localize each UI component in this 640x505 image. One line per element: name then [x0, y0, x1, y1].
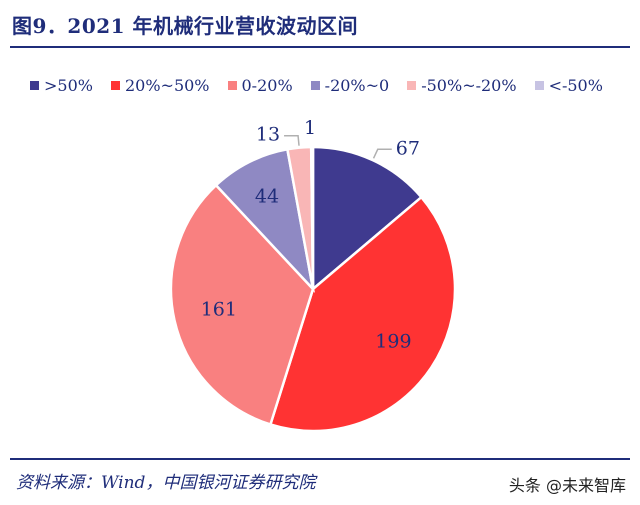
- pie-slices: [169, 145, 457, 433]
- legend-swatch: [227, 81, 237, 90]
- pie-slice: [214, 147, 315, 293]
- legend-swatch: [534, 81, 544, 90]
- legend-swatch: [407, 81, 417, 90]
- data-label: 44: [255, 186, 279, 208]
- pie-slice: [309, 145, 315, 290]
- data-label: 1: [304, 117, 316, 139]
- legend-label: 20%~50%: [124, 76, 210, 95]
- pie-slice: [311, 145, 424, 292]
- legend-item: -20%~0: [310, 76, 390, 95]
- data-label: 13: [256, 124, 280, 146]
- pie-slice: [169, 183, 315, 427]
- legend-swatch: [30, 81, 39, 90]
- slice-labels: 67 199 161 44 13 1: [201, 117, 420, 352]
- legend-item: 0-20%: [227, 76, 293, 95]
- legend-item: <-50%: [534, 76, 603, 95]
- leader-line: [372, 148, 392, 159]
- legend-label: >50%: [44, 76, 93, 95]
- source-divider: [10, 458, 630, 460]
- data-label: 161: [201, 298, 237, 320]
- legend-item: -50%~-20%: [407, 76, 517, 95]
- legend-item: 20%~50%: [110, 76, 210, 95]
- data-label: 199: [375, 330, 411, 352]
- watermark: 头条 @未来智库: [508, 476, 626, 495]
- legend-swatch: [310, 81, 320, 90]
- leader-line: [284, 134, 300, 146]
- chart-title: 图9．2021 年机械行业营收波动区间: [12, 14, 359, 38]
- leader-lines: [284, 134, 392, 159]
- legend-label: 0-20%: [241, 76, 293, 95]
- legend-item: >50%: [30, 76, 93, 95]
- legend-label: -50%~-20%: [421, 76, 517, 95]
- legend-label: <-50%: [548, 76, 603, 95]
- title-divider: [10, 46, 630, 48]
- legend-label: -20%~0: [324, 76, 390, 95]
- source-note: 资料来源：Wind，中国银河证券研究院: [16, 473, 316, 493]
- legend-swatch: [110, 81, 120, 90]
- pie-slice: [268, 195, 457, 433]
- legend: >50% 20%~50% 0-20% -20%~0 -50%~-20% <-50%: [30, 76, 620, 95]
- data-label: 67: [396, 137, 420, 159]
